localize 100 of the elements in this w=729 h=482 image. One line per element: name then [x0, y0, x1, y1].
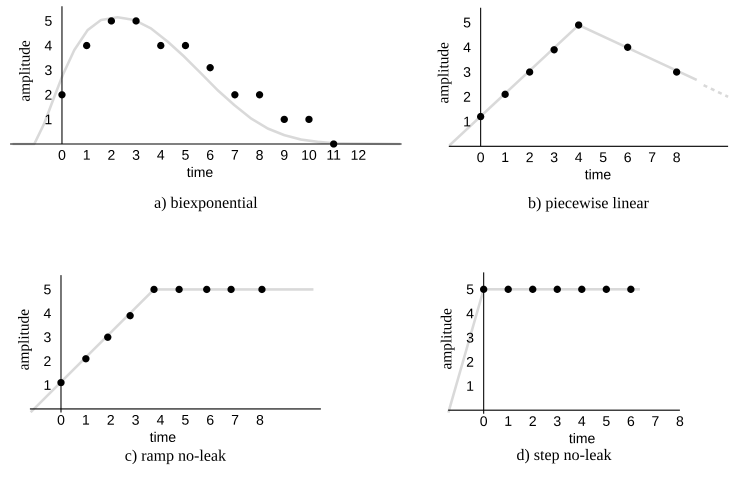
x-tick-label: 3 [554, 416, 561, 426]
point [132, 17, 140, 25]
point [227, 286, 235, 294]
x-tick-label: 2 [108, 414, 114, 425]
x-tick-label: 0 [480, 416, 488, 426]
point [203, 286, 210, 294]
y-tick-label: 3 [466, 332, 474, 343]
y-tick-label: 1 [46, 114, 52, 124]
x-tick-label: 5 [600, 152, 606, 162]
x-tick-label: 2 [108, 150, 115, 160]
y-tick-label: 1 [44, 380, 51, 390]
x-tick-label: 4 [575, 152, 582, 162]
x-tick-label: 4 [157, 150, 164, 160]
point [330, 140, 338, 148]
x-tick-label: 8 [256, 150, 263, 160]
y-tick-label: 4 [44, 308, 51, 318]
x-tick-label: 9 [281, 150, 288, 160]
point [550, 46, 558, 54]
x-tick-label: 1 [84, 150, 90, 160]
x-tick-label: 7 [648, 152, 656, 162]
x-tick-label: 2 [526, 152, 533, 162]
x-tick-label: 10 [302, 150, 316, 160]
x-tick-label: 12 [352, 150, 366, 160]
x-tick-label: 3 [132, 150, 140, 160]
point [231, 91, 239, 98]
x-tick-label: 6 [206, 150, 214, 160]
point [574, 21, 582, 29]
y-tick-label: 2 [466, 356, 474, 367]
x-tick-label: 5 [182, 150, 189, 160]
y-tick-label: 3 [464, 67, 470, 78]
text: b) piecewise linear [528, 197, 649, 212]
x-tick-label: 7 [652, 416, 659, 426]
y-tick-label: 1 [467, 381, 474, 391]
x-axis-title: time [569, 433, 595, 444]
point [82, 355, 90, 362]
text: d) step no-leak [517, 448, 612, 464]
x-axis-title: time [584, 169, 611, 180]
x-tick-label: 7 [232, 414, 238, 425]
x-axis-title: time [186, 166, 213, 178]
y-tick-label: 5 [464, 18, 470, 28]
x-tick-label: 4 [578, 416, 586, 426]
y-tick-label: 1 [464, 116, 470, 126]
y-tick-label: 3 [44, 332, 51, 342]
point [206, 64, 214, 72]
x-axis-title: time [150, 432, 176, 442]
y-tick-label: 2 [44, 356, 51, 366]
y-tick-label: 5 [44, 284, 51, 294]
x-tick-label: 7 [232, 150, 238, 160]
x-tick-label: 4 [156, 414, 164, 425]
point [501, 90, 509, 98]
x-tick-label: 8 [673, 152, 680, 162]
y-axis-title: amplitude [440, 308, 455, 369]
x-tick-label: 1 [502, 152, 508, 162]
y-tick-label: 4 [466, 308, 474, 318]
point [108, 17, 116, 25]
point [624, 44, 632, 51]
point [104, 334, 112, 341]
y-tick-label: 5 [466, 284, 474, 294]
point [83, 42, 90, 50]
y-tick-label: 2 [464, 92, 470, 102]
point [256, 91, 264, 98]
x-tick-label: 8 [676, 416, 684, 426]
x-tick-label: 6 [628, 416, 634, 426]
y-tick-label: 5 [45, 16, 52, 26]
point [175, 286, 183, 294]
x-tick-label: 2 [530, 416, 536, 426]
point [305, 116, 313, 124]
x-tick-label: 6 [207, 414, 214, 425]
text: c) ramp no-leak [125, 450, 226, 464]
point [526, 68, 534, 76]
y-tick-label: 4 [463, 42, 471, 52]
point [258, 286, 266, 294]
y-tick-label: 4 [44, 40, 52, 50]
point [57, 378, 65, 386]
point [672, 68, 680, 76]
y-axis-title: amplitude [438, 42, 452, 103]
x-tick-label: 3 [550, 152, 558, 162]
point [58, 91, 66, 98]
y-tick-label: 2 [45, 90, 52, 100]
point [476, 112, 484, 120]
x-tick-label: 6 [624, 152, 631, 162]
x-tick-label: 0 [58, 150, 66, 160]
x-tick-label: 1 [83, 414, 90, 425]
x-tick-label: 0 [58, 414, 64, 425]
point [150, 286, 158, 294]
point [126, 312, 134, 320]
y-axis-title: amplitude [19, 40, 33, 102]
point [182, 42, 190, 50]
x-tick-label: 11 [327, 150, 340, 160]
y-axis-title: amplitude [18, 310, 32, 370]
x-tick-label: 8 [256, 414, 264, 425]
point [157, 42, 164, 50]
x-tick-label: 3 [132, 414, 139, 425]
x-tick-label: 5 [182, 414, 189, 425]
point [280, 116, 288, 124]
x-tick-label: 0 [477, 152, 484, 162]
y-tick-label: 3 [45, 65, 52, 76]
x-tick-label: 1 [505, 416, 512, 426]
x-tick-label: 5 [602, 416, 610, 426]
text: a) biexponential [154, 196, 258, 212]
